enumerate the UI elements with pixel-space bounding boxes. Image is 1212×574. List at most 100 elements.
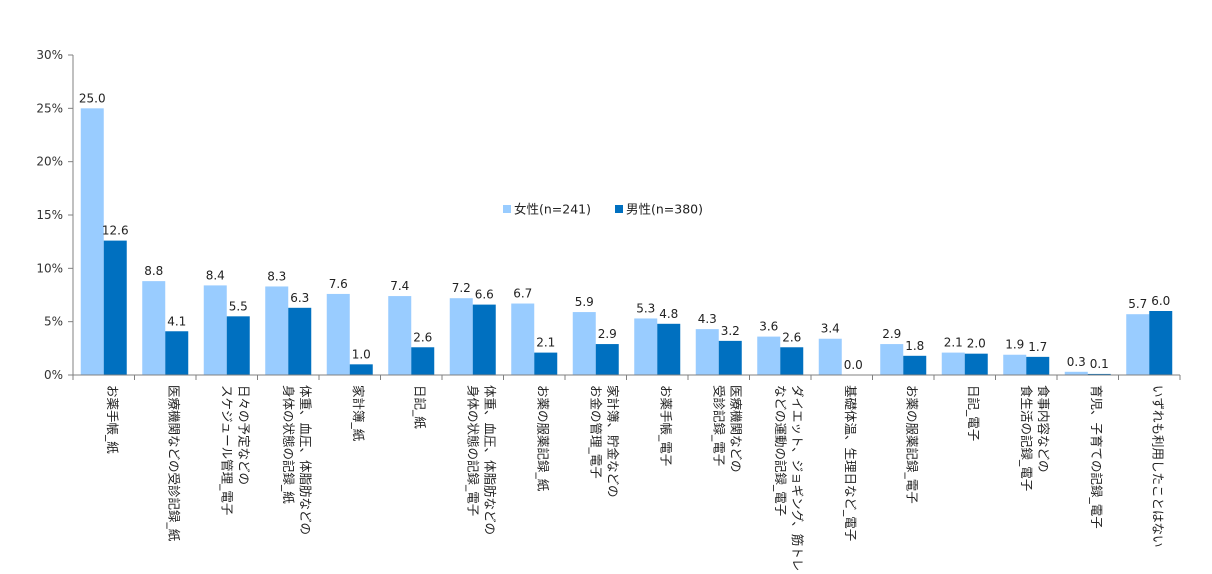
bar — [449, 298, 473, 375]
category-label: 日々の予定などの — [236, 385, 251, 485]
bar — [472, 304, 496, 375]
bar — [903, 355, 927, 375]
category-label: 日記_電子 — [966, 385, 981, 441]
data-label: 0.3 — [1067, 355, 1086, 369]
category-label: スケジュール管理_電子 — [219, 385, 234, 515]
legend-swatch — [503, 205, 511, 213]
category-label: 家計簿_紙 — [351, 385, 366, 442]
data-label: 2.9 — [598, 327, 617, 341]
data-label: 8.8 — [144, 264, 163, 278]
data-label: 3.2 — [721, 324, 740, 338]
data-label: 7.2 — [452, 281, 471, 295]
data-label: 2.9 — [882, 327, 901, 341]
y-tick-label: 5% — [44, 315, 63, 329]
bar-series-group — [80, 108, 1173, 375]
category-label: 体重、血圧、体脂肪などの — [298, 385, 313, 535]
y-axis: 0% 5% 10% 15% 20% 25% 30% — [36, 48, 74, 382]
legend-swatch — [615, 205, 623, 213]
data-label: 5.5 — [229, 299, 248, 313]
bar — [1149, 311, 1173, 375]
bar — [511, 303, 535, 375]
data-label: 7.4 — [390, 279, 409, 293]
bar — [757, 336, 781, 375]
data-label: 5.7 — [1128, 297, 1147, 311]
data-label: 2.1 — [944, 336, 963, 350]
data-label: 6.0 — [1151, 294, 1170, 308]
y-tick-label: 15% — [36, 208, 63, 222]
data-label: 0.1 — [1090, 357, 1109, 371]
data-label: 4.8 — [659, 307, 678, 321]
category-label: お薬の服薬記録_電子 — [904, 385, 919, 504]
data-label: 12.6 — [102, 224, 129, 238]
data-label: 8.4 — [206, 268, 225, 282]
data-label: 2.6 — [413, 330, 432, 344]
bar — [534, 352, 558, 375]
category-label: 基礎体温、生理日など_電子 — [843, 385, 858, 541]
category-label: などの運動の記録_電子 — [773, 385, 788, 516]
bar — [1126, 314, 1150, 375]
data-label: 4.3 — [698, 312, 717, 326]
bar — [718, 340, 742, 375]
data-label: 6.3 — [290, 291, 309, 305]
y-tick-label: 25% — [36, 101, 63, 115]
data-label: 25.0 — [79, 91, 106, 105]
legend-label: 男性(n=380) — [626, 202, 703, 217]
bar — [1064, 371, 1088, 375]
data-label: 5.3 — [636, 301, 655, 315]
category-label: 医療機関などの受診記録_紙 — [166, 385, 181, 542]
category-label: 身体の状態の記録_紙 — [281, 385, 296, 504]
category-label: お薬手帳_電子 — [658, 385, 673, 466]
data-label: 7.6 — [329, 277, 348, 291]
bar — [265, 286, 289, 375]
data-label: 3.4 — [821, 322, 840, 336]
category-label: 日記_紙 — [412, 385, 427, 429]
data-label: 5.9 — [575, 295, 594, 309]
y-tick-label: 0% — [44, 368, 63, 382]
bar — [595, 344, 619, 375]
data-label: 2.0 — [967, 337, 986, 351]
bar — [1026, 356, 1050, 375]
category-label: お金の管理_電子 — [588, 385, 603, 479]
data-label: 6.7 — [513, 287, 532, 301]
bar — [780, 347, 804, 375]
legend: 女性(n=241) 男性(n=380) — [503, 202, 703, 217]
bar — [288, 307, 312, 375]
category-label: 体重、血圧、体脂肪などの — [482, 385, 497, 535]
category-label: 身体の状態の記録_電子 — [465, 385, 480, 516]
y-tick-label: 20% — [36, 155, 63, 169]
category-label: 育児、子育ての記録_電子 — [1089, 385, 1104, 529]
bar — [411, 347, 435, 375]
data-label: 3.6 — [759, 320, 778, 334]
bar — [572, 312, 596, 375]
category-label: お薬手帳_紙 — [105, 385, 120, 454]
bar — [695, 329, 719, 375]
data-label: 1.9 — [1005, 338, 1024, 352]
bar — [388, 296, 412, 375]
bar — [1003, 354, 1027, 375]
data-label: 1.8 — [905, 339, 924, 353]
y-tick-label: 10% — [36, 261, 63, 275]
data-label: 6.6 — [475, 288, 494, 302]
bar — [103, 240, 127, 375]
bar — [80, 108, 104, 375]
data-label: 1.0 — [352, 347, 371, 361]
bar — [203, 285, 227, 375]
category-label: いずれも利用したことはない — [1150, 385, 1165, 548]
bar — [226, 316, 250, 375]
data-label: 0.0 — [844, 358, 863, 372]
category-label: 医療機関などの — [728, 385, 743, 473]
data-label: 2.1 — [536, 336, 555, 350]
bar — [349, 364, 373, 375]
bar — [657, 323, 681, 375]
bar — [326, 293, 350, 375]
data-label-group: 25.0 8.8 8.4 8.3 7.6 7.4 7.2 6.7 5.9 5.3 4.3 3.6 3.4… — [79, 91, 1170, 372]
category-label: 家計簿、貯金などの — [605, 385, 620, 498]
bar — [634, 318, 658, 375]
category-label: 食事内容などの — [1036, 385, 1051, 473]
category-label: 受診記録_電子 — [711, 385, 726, 466]
data-label: 1.7 — [1028, 340, 1047, 354]
category-label: お薬の服薬記録_紙 — [535, 385, 550, 492]
